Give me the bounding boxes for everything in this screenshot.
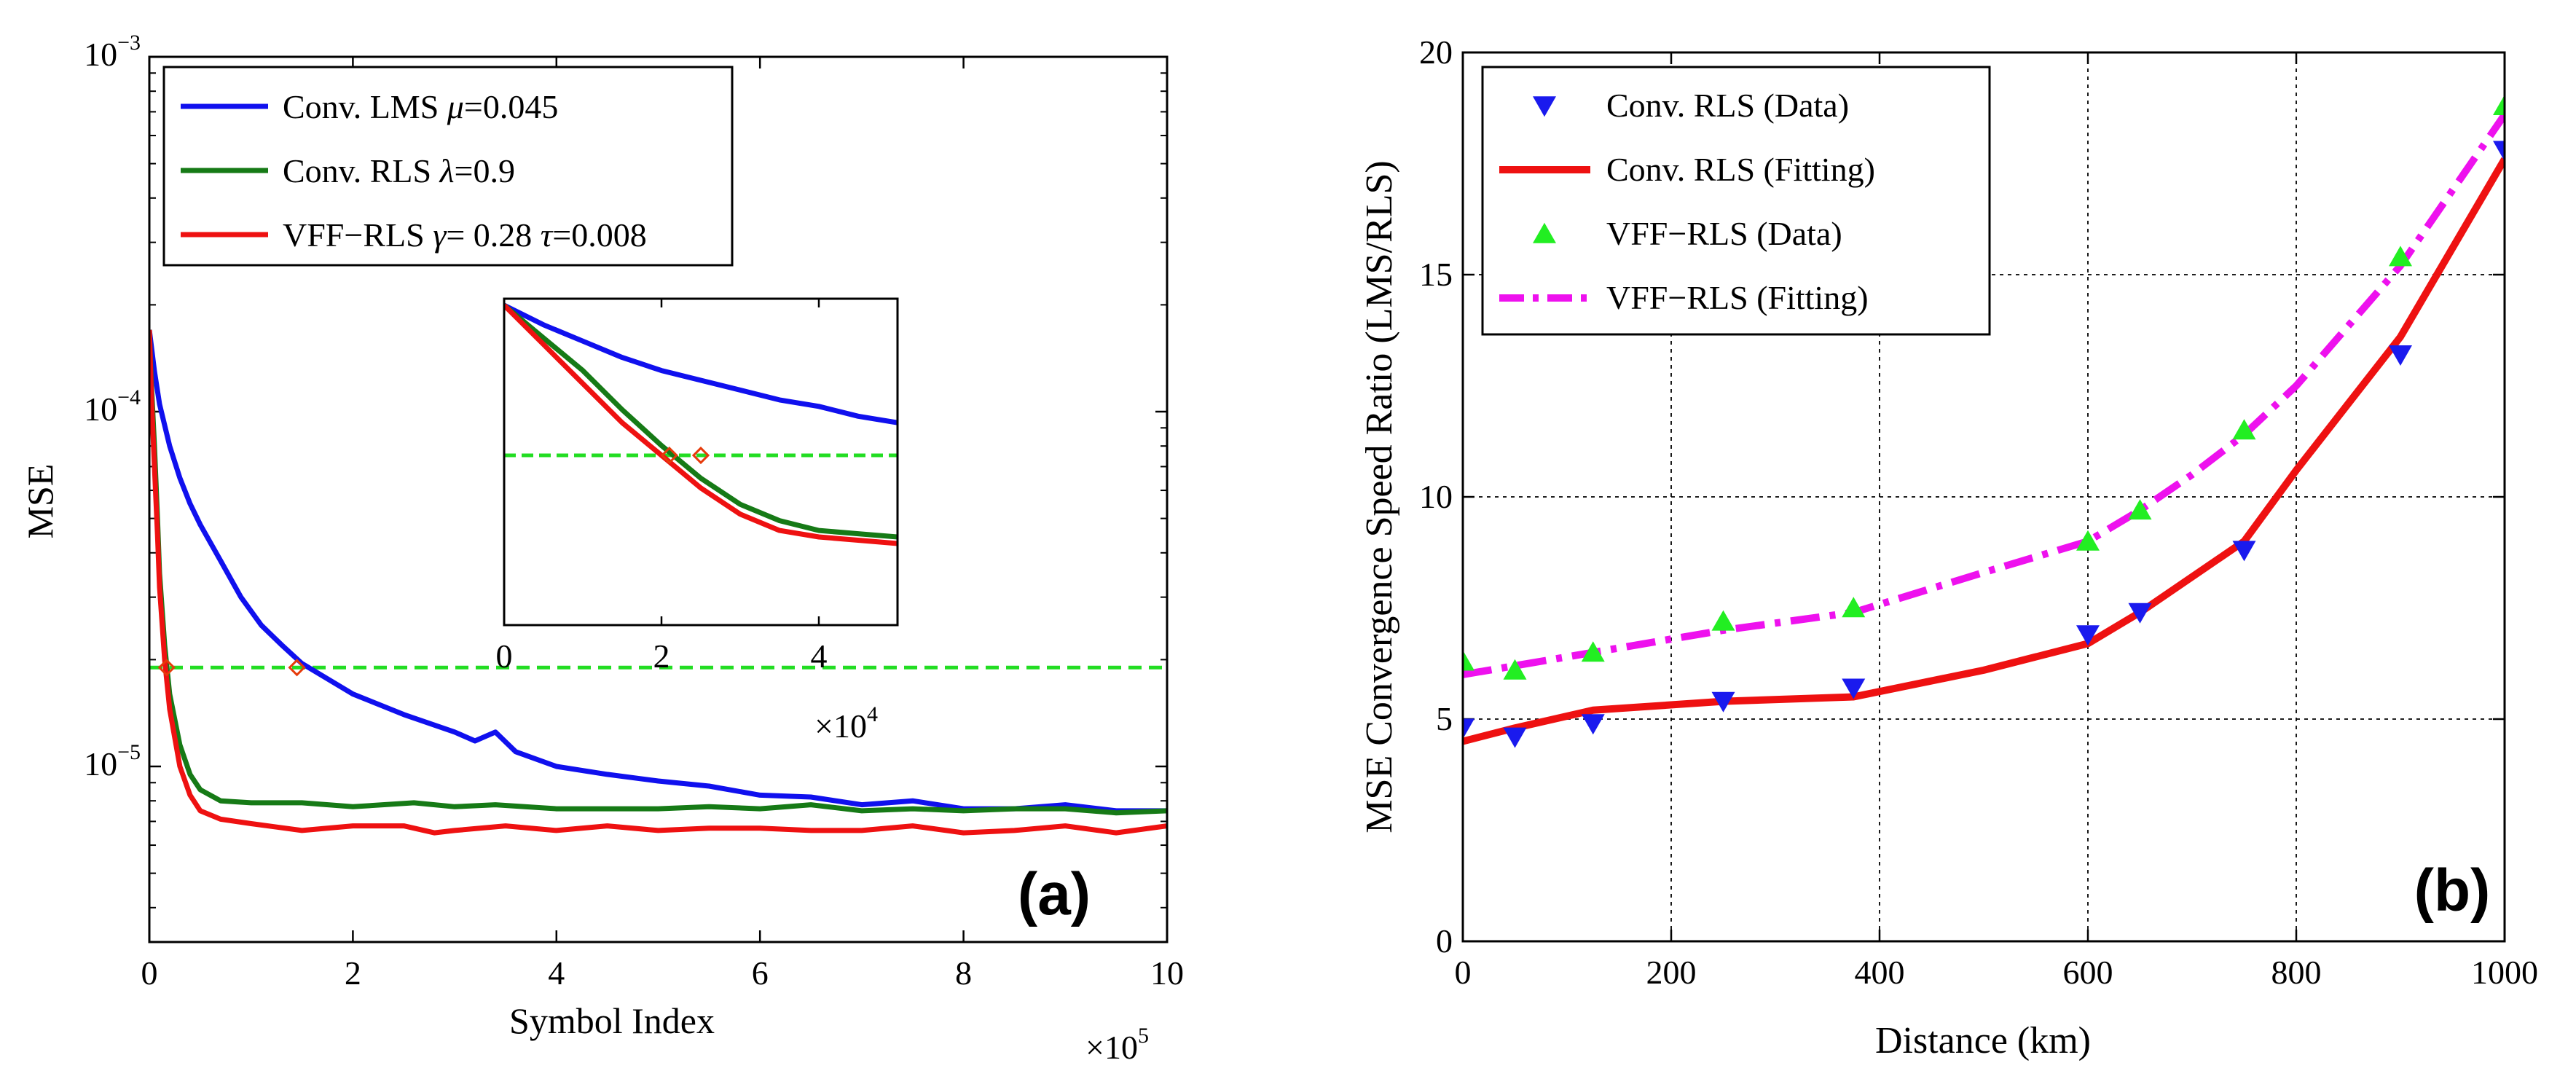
panel-a-legend-label-vff: VFF−RLS γ= 0.28 τ=0.008: [283, 216, 647, 254]
panel-b-point-vff_data: [2076, 530, 2100, 551]
inset-x-tick-label: 4: [811, 637, 828, 675]
panel-b-point-vff_data: [2232, 419, 2256, 440]
panel-b-x-axis-label: Distance (km): [1875, 1020, 2091, 1062]
panel-a-x-tick-label: 0: [141, 954, 158, 992]
panel-b-point-rls_data: [2128, 603, 2152, 624]
panel-a-markers: [157, 659, 306, 677]
panel-a-y-tick-labels: 10−5 10−4 10−3: [84, 31, 141, 782]
panel-b-point-vff_data: [2128, 499, 2152, 520]
panel-b-point-rls_data: [2493, 141, 2505, 162]
inset-series-lms: [504, 302, 898, 425]
panel-b-point-vff_data: [1711, 610, 1735, 631]
panel-b-frame: [1461, 51, 2506, 943]
panel-a-series-lms: [149, 329, 1167, 814]
panel-a-marker: [157, 659, 176, 677]
panel-a-y-tick-label: 10−3: [84, 31, 141, 73]
panel-b-point-rls_data: [1711, 691, 1735, 713]
panel-b-legend-swatch-rls_data: [1533, 96, 1556, 117]
inset-markers: [660, 446, 710, 465]
panel-b-legend-label-vff_fit: VFF−RLS (Fitting): [1606, 279, 1869, 316]
panel-b-series-rls_fit: [1463, 157, 2505, 745]
panel-a-x-tick-label: 6: [752, 954, 769, 992]
panel-b-y-tick-label: 0: [1436, 922, 1453, 960]
panel-b-x-tick-labels: 0 200 400 600 800 1000: [1455, 954, 2539, 991]
panel-b-legend-label-vff_data: VFF−RLS (Data): [1606, 215, 1842, 252]
panel-b-legend: Conv. RLS (Data) Conv. RLS (Fitting) VFF−R…: [1481, 66, 1991, 336]
panel-b: 0 200 400 600 800 1000 0 5 10 15 20 Distance (km)…: [1359, 34, 2538, 1062]
panel-a-y-tick-label: 10−5: [84, 740, 141, 782]
panel-b-series-rls_data: [1463, 141, 2505, 748]
panel-b-series-vff_fit: [1463, 112, 2505, 678]
panel-a: 0 2 4 6 8 10 10−5 10−4 10−3 Symbol Index MSE ×1…: [20, 31, 1184, 1066]
panel-b-point-vff_data: [1503, 659, 1527, 680]
panel-b-series-vff_data: [1463, 95, 2505, 680]
panel-b-point-vff_data: [2389, 246, 2412, 267]
panel-a-x-tick-label: 8: [955, 954, 972, 992]
inset-x-tick-label: 2: [653, 637, 670, 675]
panel-a-marker: [288, 659, 306, 677]
panel-b-x-tick-label: 200: [1646, 954, 1697, 991]
panel-b-x-tick-label: 400: [1855, 954, 1905, 991]
panel-b-legend-box: [1481, 66, 1991, 336]
panel-a-inset: 0 2 4 ×104: [496, 297, 899, 745]
panel-a-y-axis-label: MSE: [20, 464, 60, 539]
panel-b-y-tick-label: 15: [1419, 256, 1453, 293]
inset-series-vff: [504, 303, 898, 546]
panel-b-point-rls_data: [1503, 727, 1527, 748]
panel-b-x-tick-label: 600: [2063, 954, 2113, 991]
panel-b-y-axis-label: MSE Convergence Speed Ratio (LMS/RLS): [1359, 160, 1400, 833]
panel-b-point-rls_data: [1842, 678, 1866, 699]
panel-b-legend-label-rls_data: Conv. RLS (Data): [1606, 87, 1849, 124]
panel-b-point-vff_data: [1463, 650, 1474, 671]
panel-b-point-rls_data: [2389, 345, 2412, 366]
panel-b-point-rls_data: [2232, 541, 2256, 562]
panel-b-point-rls_data: [1463, 718, 1474, 739]
panel-a-x-axis-label: Symbol Index: [509, 1000, 715, 1041]
panel-a-x-multiplier: ×105: [1085, 1024, 1149, 1066]
panel-b-x-tick-label: 800: [2271, 954, 2322, 991]
inset-frame: [503, 297, 899, 627]
panel-b-y-tick-labels: 0 5 10 15 20: [1419, 34, 1453, 960]
inset-series-rls: [504, 303, 898, 540]
panel-a-legend-label-lms: Conv. LMS μ=0.045: [283, 88, 558, 125]
panel-b-legend-swatch-vff_data: [1533, 222, 1556, 243]
panel-b-point-rls_data: [2076, 625, 2100, 646]
panel-b-y-tick-label: 10: [1419, 478, 1453, 515]
panel-a-label: (a): [1018, 861, 1091, 927]
panel-b-y-tick-label: 5: [1436, 700, 1453, 737]
panel-a-y-tick-label: 10−4: [84, 385, 141, 428]
panel-a-x-tick-label: 4: [548, 954, 565, 992]
panel-b-series: [1463, 95, 2505, 748]
panel-a-x-tick-label: 10: [1150, 954, 1184, 992]
panel-a-frame: [148, 55, 1169, 943]
panel-a-series-vff: [149, 329, 1167, 836]
inset-series: [504, 302, 898, 546]
panel-b-y-tick-label: 20: [1419, 34, 1453, 71]
inset-x-multiplier: ×104: [814, 702, 878, 745]
panel-a-x-tick-labels: 0 2 4 6 8 10: [141, 954, 1185, 992]
inset-marker: [660, 446, 678, 465]
panel-a-x-tick-label: 2: [345, 954, 361, 992]
panel-a-series: [149, 329, 1167, 836]
panel-a-legend: Conv. LMS μ=0.045 Conv. RLS λ=0.9 VFF−RLS …: [162, 66, 734, 267]
inset-x-tick-label: 0: [496, 637, 513, 675]
panel-b-label: (b): [2414, 858, 2491, 924]
panel-b-point-vff_data: [1581, 641, 1605, 662]
panel-b-point-rls_data: [1581, 714, 1605, 735]
panel-b-legend-label-rls_fit: Conv. RLS (Fitting): [1606, 151, 1875, 188]
panel-b-x-tick-label: 0: [1455, 954, 1472, 991]
panel-b-point-vff_data: [1842, 597, 1866, 618]
inset-marker: [691, 446, 710, 465]
panel-a-legend-label-rls: Conv. RLS λ=0.9: [283, 152, 515, 189]
inset-x-tick-labels: 0 2 4: [496, 637, 828, 675]
panel-b-x-tick-label: 1000: [2471, 954, 2538, 991]
panel-b-point-vff_data: [2493, 95, 2505, 115]
